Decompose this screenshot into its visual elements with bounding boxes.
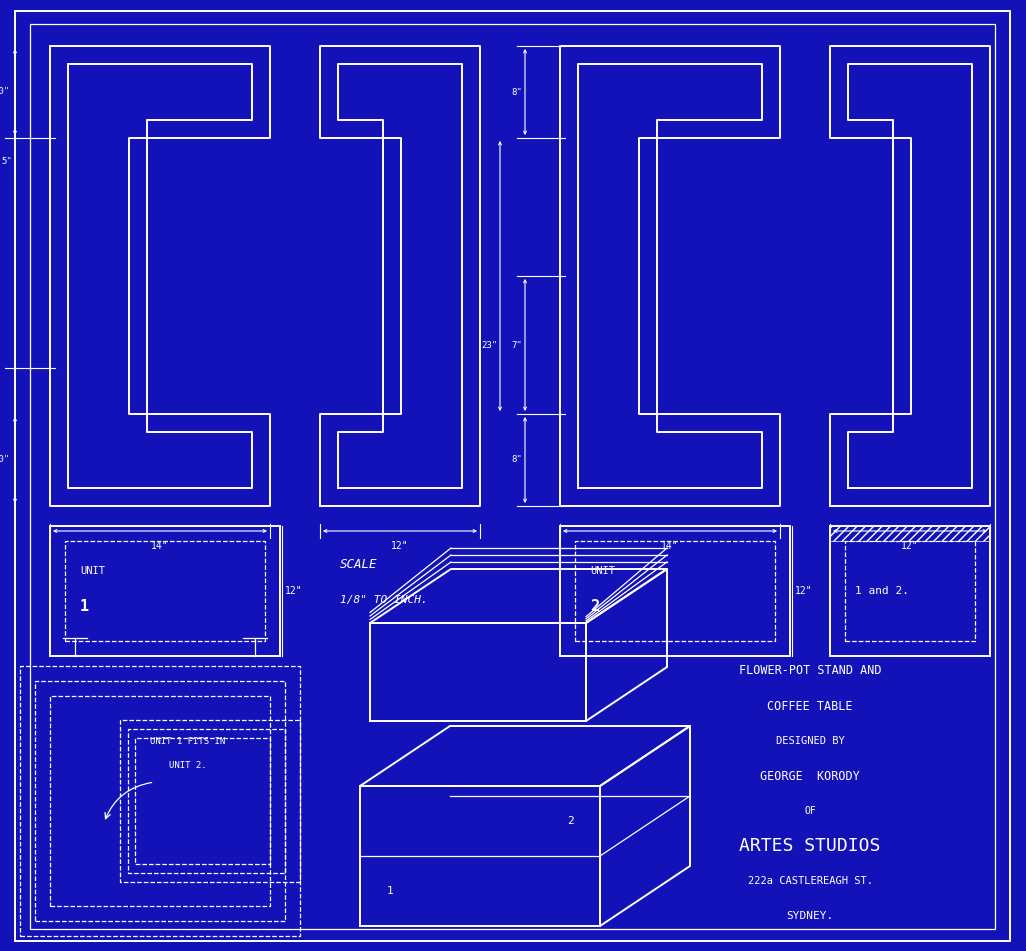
Text: 1 and 2.: 1 and 2.: [855, 586, 909, 596]
Text: 12": 12": [795, 586, 813, 596]
Text: 7": 7": [511, 340, 522, 350]
Text: 12": 12": [901, 541, 919, 551]
Bar: [65, 541, 265, 641]
Bar: [560, 526, 790, 656]
Text: COFFEE TABLE: COFFEE TABLE: [767, 700, 853, 712]
Text: 14": 14": [151, 541, 169, 551]
Text: 2: 2: [590, 599, 599, 614]
Text: 8": 8": [511, 87, 522, 96]
Text: 14": 14": [661, 541, 679, 551]
Text: 2: 2: [566, 816, 574, 826]
Text: GEORGE  KORODY: GEORGE KORODY: [760, 769, 860, 783]
Text: 1: 1: [387, 886, 393, 896]
Bar: [845, 541, 975, 641]
Text: UNIT: UNIT: [80, 567, 105, 576]
Text: 10": 10": [0, 456, 10, 464]
Text: 8": 8": [511, 456, 522, 464]
Text: UNIT 2.: UNIT 2.: [169, 762, 207, 770]
Text: 12": 12": [285, 586, 303, 596]
Text: 10": 10": [0, 87, 10, 96]
Text: DESIGNED BY: DESIGNED BY: [776, 736, 844, 746]
Text: SYDNEY.: SYDNEY.: [786, 911, 834, 921]
Text: 23": 23": [481, 340, 497, 350]
Text: 222a CASTLEREAGH ST.: 222a CASTLEREAGH ST.: [748, 876, 872, 886]
Text: FLOWER-POT STAND AND: FLOWER-POT STAND AND: [739, 665, 881, 677]
Text: 12": 12": [391, 541, 408, 551]
Text: OF: OF: [804, 806, 816, 816]
Text: UNIT 1 FITS IN: UNIT 1 FITS IN: [151, 737, 226, 747]
Text: ARTES STUDIOS: ARTES STUDIOS: [740, 837, 880, 855]
Text: UNIT: UNIT: [590, 567, 615, 576]
Bar: [50, 526, 280, 656]
Text: 1: 1: [80, 599, 89, 614]
Text: SCALE: SCALE: [340, 558, 378, 572]
Bar: [830, 526, 990, 656]
Bar: [575, 541, 775, 641]
Text: 1/8" TO INCH.: 1/8" TO INCH.: [340, 595, 428, 605]
Text: 5": 5": [1, 157, 12, 165]
Bar: [830, 526, 990, 541]
